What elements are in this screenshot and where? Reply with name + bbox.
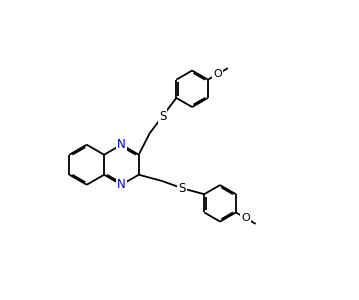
Text: O: O [241, 213, 250, 223]
Text: O: O [213, 69, 222, 79]
Text: S: S [178, 182, 186, 195]
Text: S: S [159, 110, 166, 123]
Text: N: N [117, 138, 126, 151]
Text: N: N [117, 178, 126, 191]
